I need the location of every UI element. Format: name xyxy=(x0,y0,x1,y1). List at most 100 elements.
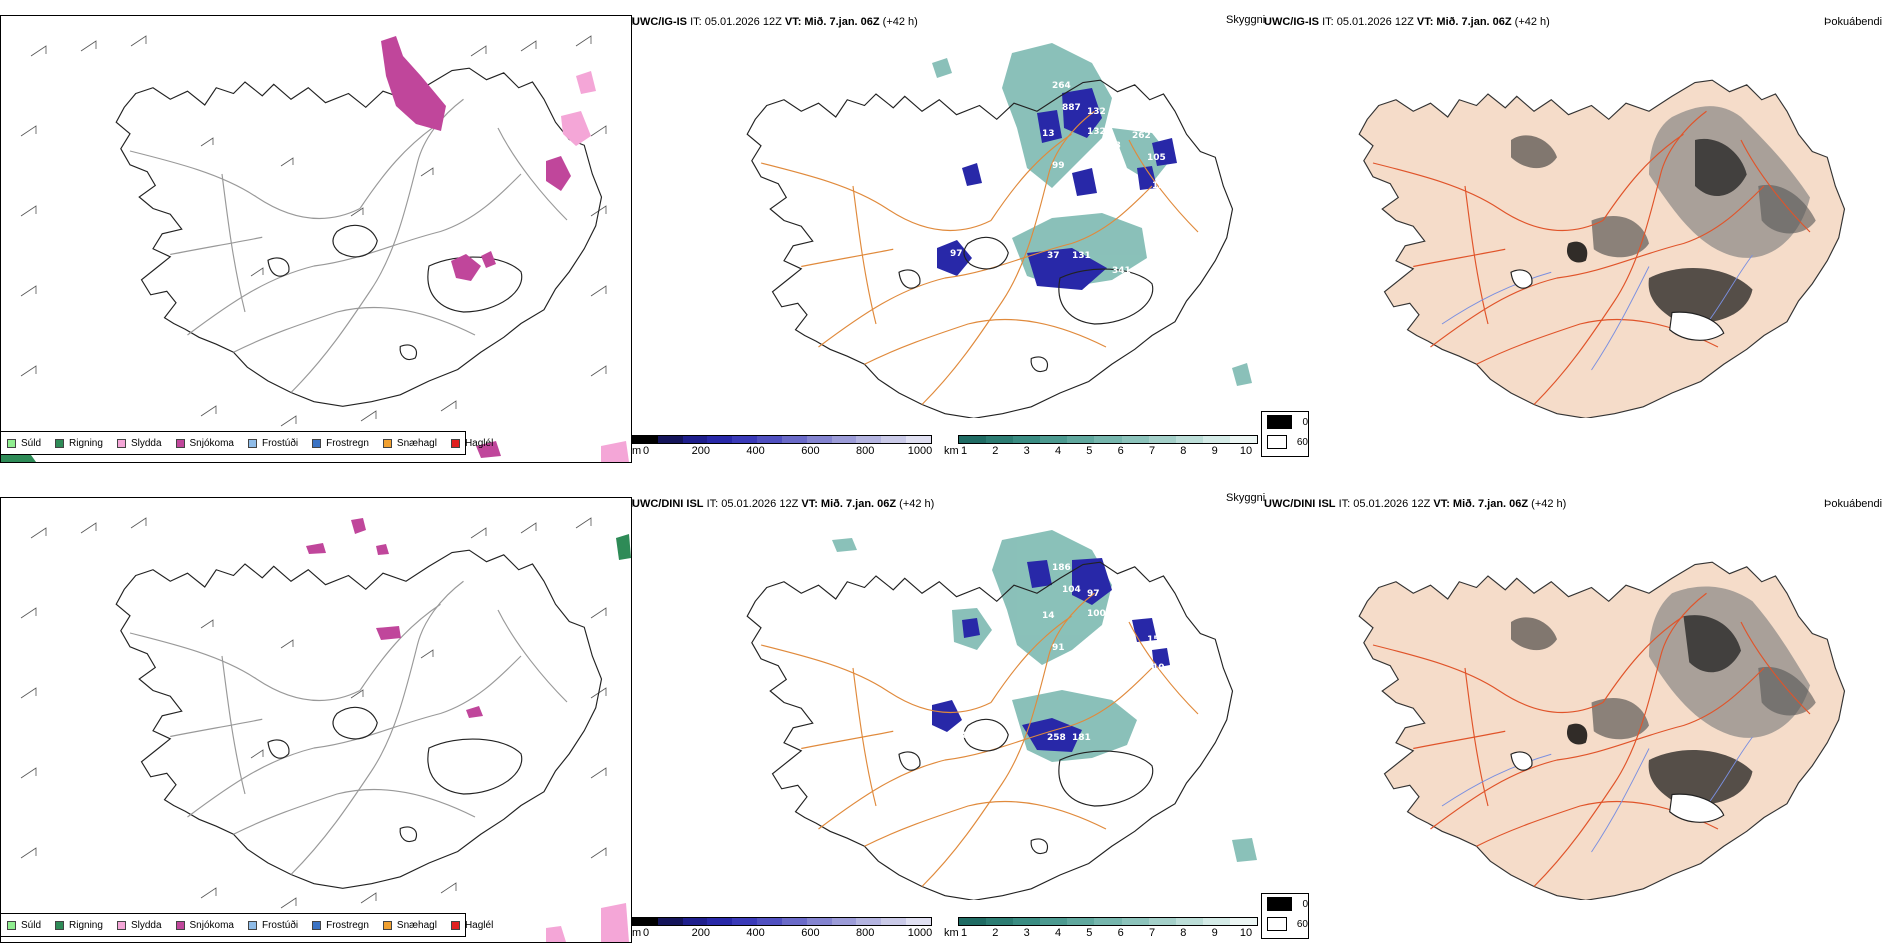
model-name: UWC/DINI ISL xyxy=(632,498,704,510)
colorbar-tick-label: 600 xyxy=(801,445,820,457)
cloud-base-value: 264 xyxy=(1052,81,1071,91)
fog-gray-field xyxy=(1511,106,1816,323)
cloud-base-colorbar: m 0 200 400 600 800 1000 xyxy=(632,917,932,947)
colorbar-tick-label: 400 xyxy=(746,445,765,457)
legend-entry: Rigning xyxy=(55,920,103,931)
colorbar-tick-label: 9 xyxy=(1211,927,1218,939)
colorbar-tick-label: 5 xyxy=(1086,445,1093,457)
legend-label: Frostúði xyxy=(261,919,299,931)
colorbar-segment xyxy=(757,436,782,443)
cloud-base-value: 155 xyxy=(1152,181,1171,191)
lead-time: (+42 h) xyxy=(882,16,918,28)
cloud-base-value: 132 xyxy=(1087,127,1106,137)
legend-swatch xyxy=(382,438,392,448)
precip-map xyxy=(0,497,632,943)
colorbar-segment xyxy=(806,918,832,925)
init-time: IT: 05.01.2026 12Z xyxy=(1322,16,1414,28)
colorbar-segment xyxy=(707,918,733,925)
legend-swatch xyxy=(312,438,322,448)
colorbar-segment xyxy=(682,918,708,925)
fog-legend-label: 0 xyxy=(1302,898,1308,910)
cloud-map: 264 887 132 132 118 13 105 99 155 11 97 37 131 474 189… xyxy=(632,18,1264,418)
cloud-base-value: 128 xyxy=(1102,668,1121,678)
param-label: Þokuábendi xyxy=(1824,498,1883,510)
fog-panel-1: UWC/IG-IS IT: 05.01.2026 12Z VT: Mið. 7.… xyxy=(1261,14,1900,464)
legend-label: Rigning xyxy=(69,437,103,449)
colorbar-tick-label: 7 xyxy=(1148,445,1156,457)
cloud-base-value: 474 xyxy=(1117,276,1136,286)
init-time: IT: 05.01.2026 12Z xyxy=(1338,498,1431,510)
vt-label: VT: xyxy=(801,498,818,510)
fog-legend: 0 60 xyxy=(1261,411,1309,457)
cloud-base-value: 10 xyxy=(1152,663,1165,673)
colorbar-segment xyxy=(1040,918,1068,925)
snow-areas xyxy=(306,518,483,718)
model-name: UWC/IG-IS xyxy=(632,16,687,28)
fog-map xyxy=(1264,18,1900,418)
legend-swatch xyxy=(382,920,392,930)
visibility-colorbar: km 1 2 3 4 5 6 7 8 9 10 xyxy=(944,917,1258,947)
colorbar-segment xyxy=(986,436,1014,443)
colorbar-segment xyxy=(831,436,857,443)
fog-legend-row: 60 xyxy=(1262,432,1308,452)
fog-panel-2: UWC/DINI ISL IT: 05.01.2026 12Z VT: Mið.… xyxy=(1261,496,1900,946)
cloud-base-value: 105 xyxy=(1147,153,1166,163)
legend-swatch xyxy=(450,438,460,448)
cloud-base-value: 118 xyxy=(1102,141,1121,151)
legend-entry: Snjókoma xyxy=(175,438,234,449)
precip-type-panel-1: UWC/IG-IS IT: 05.01.2026 12Z VT: Mið. 7.… xyxy=(0,14,633,464)
cloud-base-field xyxy=(937,88,1177,290)
cloud-base-value: 14 xyxy=(1042,611,1055,621)
fog-legend: 0 60 xyxy=(1261,893,1309,939)
cloud-base-colorbar: m 0 200 400 600 800 1000 xyxy=(632,435,932,465)
visibility-strip xyxy=(958,917,1258,926)
colorbar-tick-label: 8 xyxy=(1180,927,1187,939)
fog-gray-field xyxy=(1511,586,1816,805)
valid-time: Mið. 7.jan. 06Z xyxy=(820,498,897,510)
colorbar-tick-label: 1000 xyxy=(907,927,933,939)
colorbar-segment xyxy=(1094,918,1122,925)
colorbar-tick-label: 6 xyxy=(1117,927,1124,939)
cloud-base-value: 97 xyxy=(1087,589,1100,599)
cloud-base-value: 131 xyxy=(1072,251,1091,261)
legend-entry: Snæhagl xyxy=(382,438,437,449)
precip-type-legend: Súld Rigning Slydda Snjókoma Frostúði Frostre… xyxy=(0,431,493,455)
cloud-base-unit: m xyxy=(632,927,642,939)
fog-legend-swatch xyxy=(1267,435,1287,449)
legend-swatch xyxy=(247,438,257,448)
colorbar-segment xyxy=(1094,436,1122,443)
legend-label: Haglél xyxy=(464,919,494,931)
colorbar-segment xyxy=(781,436,807,443)
precip-type-legend: Súld Rigning Slydda Snjókoma Frostúði Frostre… xyxy=(0,913,493,937)
colorbar-tick-label: 2 xyxy=(992,445,999,457)
fog-legend-swatch xyxy=(1267,917,1287,931)
colorbar-segment xyxy=(1013,918,1041,925)
cloud-base-value: 99 xyxy=(1052,161,1065,171)
cloud-panel-2: UWC/DINI ISL IT: 05.01.2026 12Z VT: Mið.… xyxy=(632,492,1265,947)
legend-swatch xyxy=(55,438,65,448)
legend-entry: Slydda xyxy=(116,920,162,931)
legend-swatch xyxy=(55,920,65,930)
panel-header: UWC/DINI ISL IT: 05.01.2026 12Z VT: Mið.… xyxy=(632,498,934,514)
fog-map xyxy=(1264,500,1900,900)
cloud-base-unit: m xyxy=(632,445,642,457)
cloud-base-value: 341 xyxy=(1112,266,1131,276)
legend-swatch xyxy=(175,438,185,448)
init-time: IT: 05.01.2026 12Z xyxy=(706,498,799,510)
colorbar-tick-label: 4 xyxy=(1054,445,1062,457)
colorbar-tick-label: 200 xyxy=(691,927,710,939)
colorbar-segment xyxy=(633,436,658,443)
vt-label: VT: xyxy=(1416,16,1434,28)
colorbar-tick-label: 1 xyxy=(960,445,968,457)
drizzle-areas xyxy=(616,534,631,560)
legend-entry: Frostúði xyxy=(247,438,298,449)
colorbar-tick-label: 8 xyxy=(1180,445,1187,457)
legend-entry: Frostregn xyxy=(312,920,369,931)
wind-barbs xyxy=(20,517,607,909)
legend-swatch xyxy=(450,920,460,930)
valid-time: Mið. 7.jan. 06Z xyxy=(804,16,880,28)
cloud-base-value: 150 xyxy=(1147,635,1166,645)
init-time: IT: 05.01.2026 12Z xyxy=(690,16,782,28)
legend-label: Haglél xyxy=(464,437,494,449)
legend-entry: Snjókoma xyxy=(175,920,234,931)
